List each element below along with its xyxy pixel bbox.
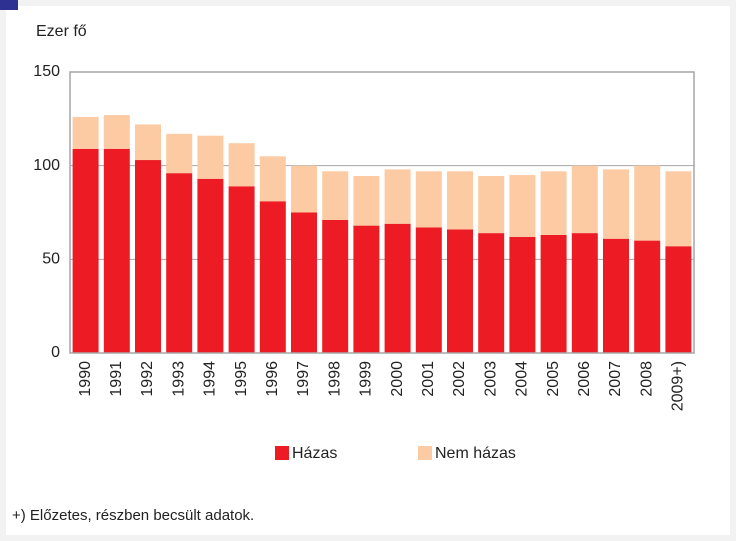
bar-segment — [509, 175, 536, 237]
y-tick-label: 100 — [33, 157, 60, 174]
bar-segment — [353, 225, 380, 353]
bar-segment — [291, 165, 317, 213]
bar-segment — [384, 223, 411, 353]
footnote: +) Előzetes, részben becsült adatok. — [12, 507, 254, 524]
bar-segment — [322, 171, 349, 220]
bar-segment — [447, 229, 473, 353]
bar-segment — [447, 171, 473, 230]
bar-segment — [228, 143, 255, 187]
x-tick-label: 1996 — [264, 361, 281, 397]
bar-segment — [540, 234, 567, 353]
x-tick-label: 1999 — [358, 361, 375, 397]
bar-segment — [634, 240, 661, 353]
bar-segment — [478, 233, 505, 353]
bar-segment — [478, 175, 505, 234]
bar-segment — [259, 201, 286, 353]
x-tick-label: 2009+) — [670, 361, 687, 411]
bar-segment — [509, 236, 536, 353]
x-tick-label: 2007 — [607, 361, 624, 397]
legend-swatch — [275, 446, 289, 460]
x-tick-label: 2001 — [420, 361, 437, 397]
bar-segment — [72, 148, 99, 353]
bar-segment — [571, 165, 598, 234]
x-tick-label: 2006 — [576, 361, 593, 397]
x-tick-label: 2005 — [545, 361, 562, 397]
x-tick-label: 1994 — [202, 361, 219, 397]
x-tick-label: 1998 — [326, 361, 343, 397]
bar-segment — [197, 178, 224, 353]
x-tick-label: 1995 — [233, 361, 250, 397]
y-tick-label: 50 — [42, 251, 60, 268]
bar-segment — [634, 165, 661, 241]
bar-segment — [166, 173, 193, 353]
bar-segment — [197, 135, 224, 179]
x-tick-label: 1990 — [77, 361, 94, 397]
bar-segment — [384, 169, 411, 224]
legend-label: Nem házas — [435, 445, 516, 462]
x-tick-label: 1993 — [170, 361, 187, 397]
bar-segment — [353, 175, 380, 226]
bar-segment — [603, 169, 629, 239]
bar-segment — [228, 186, 255, 353]
x-tick-label: 2004 — [514, 361, 531, 397]
x-tick-label: 1992 — [139, 361, 156, 397]
bar-segment — [103, 115, 130, 149]
x-tick-label: 1997 — [295, 361, 312, 397]
x-tick-label: 1991 — [108, 361, 125, 397]
bar-segment — [103, 148, 130, 353]
x-tick-label: 2003 — [482, 361, 499, 397]
bar-segment — [415, 227, 442, 353]
y-tick-label: 150 — [33, 63, 60, 80]
bar-segment — [72, 116, 99, 149]
bar-segment — [571, 233, 598, 353]
y-tick-label: 0 — [51, 344, 60, 361]
bar-segment — [259, 156, 286, 202]
bar-segment — [665, 171, 692, 247]
corner-mark — [0, 0, 18, 10]
y-axis-title: Ezer fő — [36, 23, 87, 40]
bar-segment — [291, 212, 317, 353]
bar-segment — [135, 160, 161, 353]
bar-segment — [540, 171, 567, 235]
x-tick-label: 2000 — [389, 361, 406, 397]
bar-segment — [135, 124, 161, 161]
bar-segment — [665, 246, 692, 353]
bar-segment — [322, 219, 349, 353]
legend-swatch — [418, 446, 432, 460]
x-tick-label: 2002 — [451, 361, 468, 397]
plot-border — [69, 71, 695, 354]
legend-label: Házas — [292, 445, 337, 462]
bar-segment — [166, 133, 193, 174]
bar-segment — [603, 238, 629, 353]
x-tick-label: 2008 — [638, 361, 655, 397]
bar-segment — [415, 171, 442, 228]
